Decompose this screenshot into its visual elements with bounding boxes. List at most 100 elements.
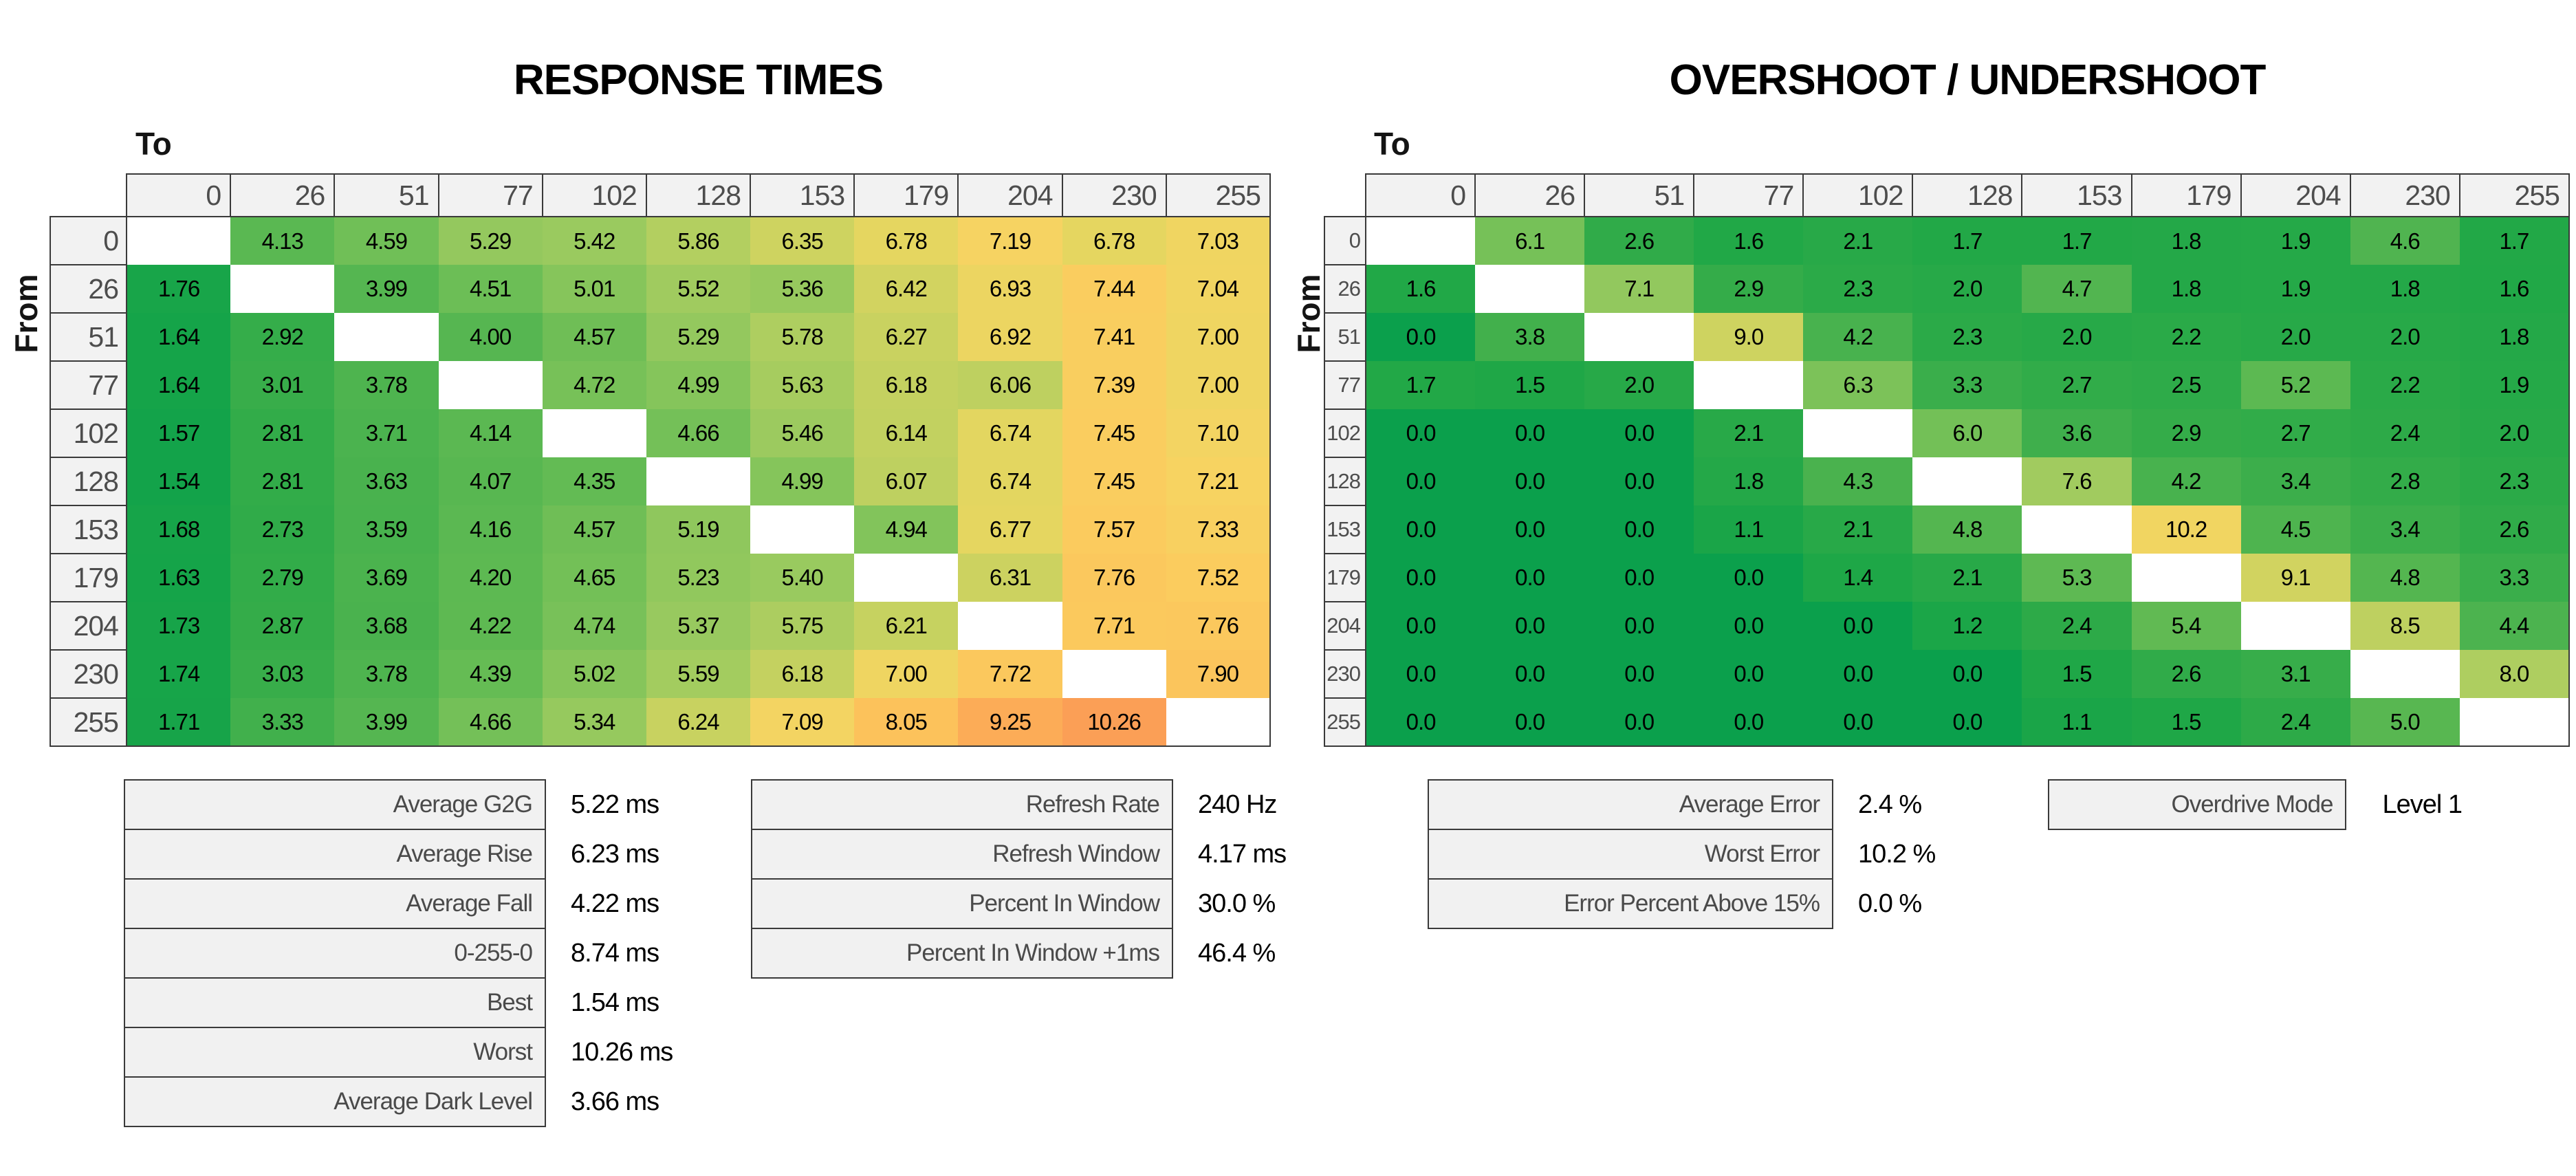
- heatmap-cell: 7.52: [1166, 554, 1271, 602]
- heatmap-column-header: 102: [1802, 173, 1914, 217]
- heatmap-cell: 5.40: [750, 554, 855, 602]
- heatmap-cell: 6.0: [1912, 409, 2022, 457]
- summary-label: Error Percent Above 15%: [1428, 878, 1833, 929]
- heatmap-cell: 7.10: [1166, 409, 1271, 457]
- heatmap-cell: 1.8: [2131, 217, 2241, 265]
- heatmap-cell: 1.64: [127, 313, 231, 361]
- heatmap-cell: 2.6: [2131, 650, 2241, 698]
- heatmap-column-header: 0: [1364, 173, 1476, 217]
- heatmap-cell: 3.99: [334, 698, 439, 747]
- heatmap-cell: 5.37: [646, 602, 751, 650]
- heatmap-column-header: 51: [1584, 173, 1695, 217]
- heatmap-cell: 5.52: [646, 265, 751, 313]
- heatmap-cell: 4.59: [334, 217, 439, 265]
- heatmap-cell: 2.1: [1803, 217, 1913, 265]
- heatmap-cell: 1.1: [1694, 505, 1804, 554]
- summary-value: 0.0 %: [1858, 889, 1922, 918]
- summary-value: 4.22 ms: [571, 889, 659, 918]
- heatmap-cell: 6.21: [854, 602, 959, 650]
- heatmap-cell: 1.5: [2131, 698, 2241, 747]
- heatmap-cell: 0.0: [1366, 505, 1476, 554]
- heatmap-cell: 7.90: [1166, 650, 1271, 698]
- heatmap-cell: 3.33: [230, 698, 335, 747]
- heatmap-cell: 0.0: [1366, 650, 1476, 698]
- summary-label: Average Fall: [124, 878, 546, 929]
- heatmap-row-header: 102: [1324, 409, 1366, 458]
- heatmap-cell: 7.39: [1062, 361, 1166, 409]
- heatmap-cell: 5.86: [646, 217, 751, 265]
- heatmap-cell: [1475, 265, 1585, 313]
- heatmap-cell: 3.63: [334, 457, 439, 505]
- heatmap-cell: 6.14: [854, 409, 959, 457]
- heatmap-cell: 7.00: [1166, 361, 1271, 409]
- heatmap-cell: 1.2: [1912, 602, 2022, 650]
- heatmap-cell: 4.51: [438, 265, 543, 313]
- heatmap-cell: 2.9: [1694, 265, 1804, 313]
- heatmap-column-header: 77: [1693, 173, 1804, 217]
- heatmap-cell: [646, 457, 751, 505]
- heatmap-cell: 1.5: [1475, 361, 1585, 409]
- heatmap-cell: 2.5: [2131, 361, 2241, 409]
- heatmap-cell: 3.3: [2459, 554, 2570, 602]
- overshoot-to-axis-label: To: [1374, 126, 1410, 162]
- heatmap-cell: 10.2: [2131, 505, 2241, 554]
- heatmap-cell: 1.63: [127, 554, 231, 602]
- heatmap-cell: 4.2: [2131, 457, 2241, 505]
- response-times-heatmap: 0 26 51 77 102 128 153 179 204 230 255 0 4.13 4.59 5.2…: [50, 173, 1271, 747]
- heatmap-cell: 0.0: [1475, 650, 1585, 698]
- heatmap-cell: 3.3: [1912, 361, 2022, 409]
- summary-label: 0-255-0: [124, 928, 546, 979]
- heatmap-cell: 1.4: [1803, 554, 1913, 602]
- heatmap-cell: 4.66: [438, 698, 543, 747]
- heatmap-column-header: 204: [957, 173, 1063, 217]
- heatmap-cell: 4.4: [2459, 602, 2570, 650]
- heatmap-cell: 2.6: [2459, 505, 2570, 554]
- heatmap-cell: 1.7: [2459, 217, 2570, 265]
- heatmap-cell: 0.0: [1475, 602, 1585, 650]
- heatmap-cell: 5.42: [542, 217, 646, 265]
- heatmap-cell: 7.44: [1062, 265, 1166, 313]
- heatmap-cell: 1.1: [2022, 698, 2132, 747]
- heatmap-row-header: 255: [50, 697, 127, 747]
- heatmap-cell: 4.99: [750, 457, 855, 505]
- heatmap-cell: 6.74: [958, 457, 1062, 505]
- heatmap-cell: 5.34: [542, 698, 646, 747]
- heatmap-cell: 6.27: [854, 313, 959, 361]
- heatmap-column-header: 255: [1165, 173, 1271, 217]
- heatmap-cell: [958, 602, 1062, 650]
- heatmap-cell: 1.9: [2240, 217, 2350, 265]
- summary-value: 2.4 %: [1858, 790, 1922, 819]
- heatmap-cell: 0.0: [1584, 505, 1694, 554]
- heatmap-cell: 0.0: [1694, 698, 1804, 747]
- heatmap-cell: 3.01: [230, 361, 335, 409]
- heatmap-cell: 8.05: [854, 698, 959, 747]
- heatmap-cell: [1694, 361, 1804, 409]
- heatmap-cell: 4.39: [438, 650, 543, 698]
- heatmap-cell: 1.8: [1694, 457, 1804, 505]
- heatmap-cell: 6.18: [750, 650, 855, 698]
- heatmap-cell: 0.0: [1366, 457, 1476, 505]
- heatmap-cell: 7.72: [958, 650, 1062, 698]
- heatmap-cell: 0.0: [1803, 698, 1913, 747]
- heatmap-cell: 5.29: [646, 313, 751, 361]
- summary-label: Refresh Window: [751, 829, 1173, 880]
- heatmap-cell: 4.8: [1912, 505, 2022, 554]
- heatmap-column-header: 0: [125, 173, 232, 217]
- heatmap-cell: 6.18: [854, 361, 959, 409]
- heatmap-cell: [1912, 457, 2022, 505]
- heatmap-cell: 4.20: [438, 554, 543, 602]
- heatmap-cell: 4.35: [542, 457, 646, 505]
- heatmap-cell: 2.0: [2022, 313, 2132, 361]
- heatmap-cell: 0.0: [1366, 409, 1476, 457]
- heatmap-cell: [2459, 698, 2570, 747]
- response-from-axis-label: From: [8, 274, 44, 353]
- heatmap-cell: 2.7: [2240, 409, 2350, 457]
- heatmap-cell: 4.2: [1803, 313, 1913, 361]
- heatmap-cell: 0.0: [1475, 409, 1585, 457]
- heatmap-cell: 6.3: [1803, 361, 1913, 409]
- heatmap-cell: 2.8: [2350, 457, 2460, 505]
- heatmap-column-header: 179: [853, 173, 959, 217]
- heatmap-cell: 0.0: [1475, 554, 1585, 602]
- heatmap-cell: 1.68: [127, 505, 231, 554]
